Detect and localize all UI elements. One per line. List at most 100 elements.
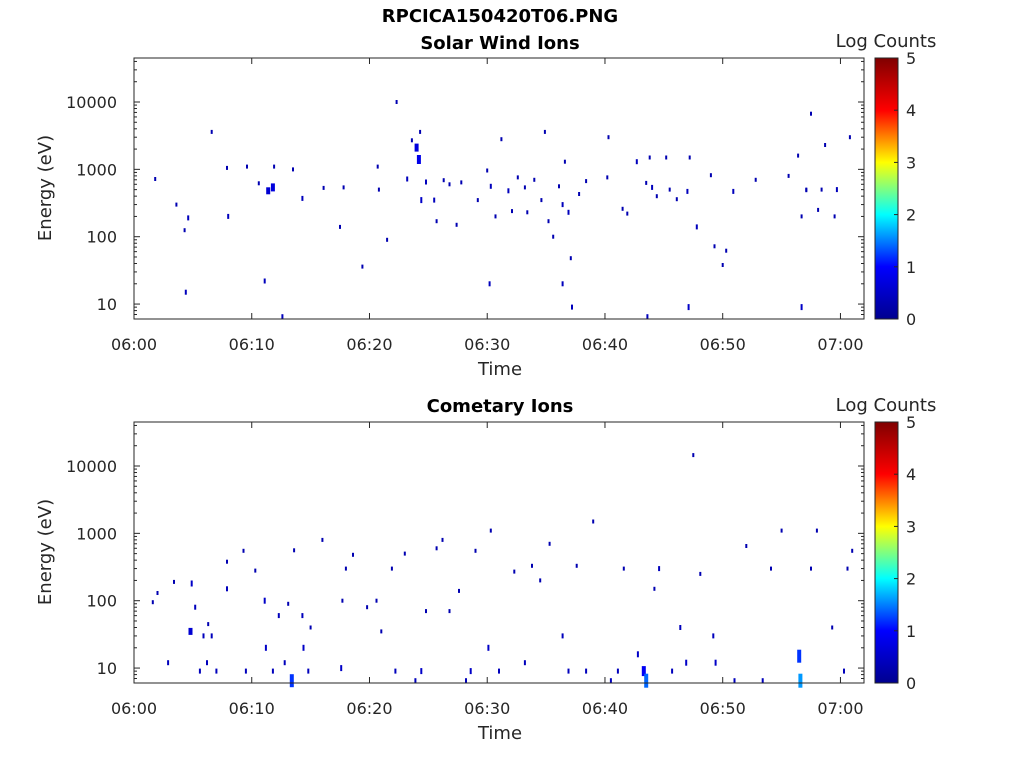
data-cell bbox=[375, 598, 378, 603]
data-cell bbox=[361, 264, 364, 269]
data-cell bbox=[567, 209, 570, 215]
data-cell bbox=[558, 184, 560, 189]
data-cell bbox=[761, 678, 764, 684]
data-cell bbox=[606, 175, 609, 180]
data-cell bbox=[709, 173, 712, 178]
data-cell bbox=[646, 314, 649, 320]
data-cell bbox=[787, 173, 790, 178]
data-cell bbox=[699, 571, 702, 576]
data-cell bbox=[695, 224, 698, 230]
data-cell bbox=[815, 528, 818, 533]
data-cell bbox=[686, 188, 689, 194]
data-cell bbox=[543, 129, 546, 134]
x-tick-label: 07:00 bbox=[817, 699, 863, 718]
data-cell bbox=[340, 665, 343, 672]
data-cell bbox=[548, 541, 551, 546]
colorbar bbox=[874, 421, 899, 684]
data-cell bbox=[644, 673, 649, 688]
y-axis-label-cometary: Energy (eV) bbox=[35, 499, 56, 605]
data-cell bbox=[575, 563, 578, 568]
data-cell bbox=[425, 609, 427, 614]
data-cell bbox=[692, 453, 695, 458]
y-tick-label: 100 bbox=[86, 228, 117, 247]
data-cell bbox=[539, 578, 542, 583]
data-cell bbox=[435, 546, 438, 551]
data-cell bbox=[797, 649, 802, 663]
panel-title-cometary: Cometary Ions bbox=[427, 396, 574, 417]
data-cell bbox=[668, 187, 671, 192]
data-cell bbox=[487, 644, 490, 651]
data-cell bbox=[655, 194, 658, 199]
data-cell bbox=[805, 187, 808, 192]
data-cell bbox=[227, 213, 230, 219]
data-cell bbox=[416, 155, 421, 164]
colorbar-label-cometary: Log Counts bbox=[836, 395, 937, 416]
data-cell bbox=[307, 668, 310, 674]
data-cell bbox=[341, 598, 344, 603]
data-cell bbox=[394, 668, 397, 674]
data-cell bbox=[420, 197, 423, 204]
data-cell bbox=[414, 143, 419, 152]
colorbar-tick-label: 1 bbox=[906, 622, 916, 641]
data-cell bbox=[183, 228, 186, 233]
data-cell bbox=[352, 552, 354, 557]
data-cell bbox=[207, 622, 210, 627]
data-cell bbox=[289, 674, 294, 688]
data-cell bbox=[651, 184, 654, 190]
data-cell bbox=[246, 164, 248, 169]
data-cell bbox=[489, 183, 492, 189]
data-cell bbox=[206, 660, 208, 666]
data-cell bbox=[567, 668, 570, 674]
data-cell bbox=[188, 627, 193, 635]
data-cell bbox=[641, 666, 646, 677]
data-cell bbox=[156, 591, 159, 595]
data-cell bbox=[403, 551, 406, 556]
data-cell bbox=[420, 668, 423, 675]
data-cell bbox=[745, 544, 748, 548]
data-cell bbox=[645, 180, 648, 185]
data-cell bbox=[344, 566, 347, 571]
data-cell bbox=[831, 625, 834, 630]
data-cell bbox=[658, 566, 661, 572]
colorbar-tick-label: 0 bbox=[906, 674, 916, 693]
data-cell bbox=[263, 278, 266, 284]
data-cell bbox=[442, 178, 445, 183]
data-cell bbox=[302, 644, 305, 651]
data-cell bbox=[395, 100, 398, 104]
data-cell bbox=[342, 185, 345, 190]
data-cell bbox=[713, 244, 716, 249]
data-cell bbox=[578, 192, 581, 196]
data-cell bbox=[433, 197, 436, 203]
data-cell bbox=[414, 678, 417, 684]
colorbar-tick-label: 5 bbox=[906, 413, 916, 432]
x-tick-label: 06:10 bbox=[229, 699, 275, 718]
colorbar-tick-label: 3 bbox=[906, 153, 916, 172]
x-axis-label-solar-wind: Time bbox=[477, 359, 522, 380]
data-cell bbox=[770, 566, 772, 571]
data-cell bbox=[592, 519, 595, 524]
data-cell bbox=[833, 214, 836, 219]
data-cell bbox=[210, 633, 213, 639]
colorbar-tick-label: 1 bbox=[906, 258, 916, 277]
data-cell bbox=[653, 586, 656, 591]
data-cell bbox=[194, 604, 197, 610]
data-cell bbox=[800, 304, 803, 311]
data-cell bbox=[226, 586, 228, 592]
plot-frame bbox=[133, 421, 865, 684]
data-cell bbox=[835, 187, 838, 193]
data-cell bbox=[486, 168, 489, 173]
y-axis-label-solar-wind: Energy (eV) bbox=[35, 135, 56, 241]
data-cell bbox=[636, 651, 639, 658]
plot-area bbox=[134, 58, 864, 319]
data-cell bbox=[523, 660, 526, 666]
data-cell bbox=[242, 548, 245, 553]
x-tick-label: 06:40 bbox=[582, 699, 628, 718]
data-cell bbox=[621, 206, 624, 211]
data-cell bbox=[516, 175, 519, 180]
data-cell bbox=[488, 281, 491, 287]
colorbar-tick-label: 2 bbox=[906, 206, 916, 225]
data-cell bbox=[810, 111, 812, 116]
colorbar-label-solar-wind: Log Counts bbox=[836, 31, 937, 52]
data-cell bbox=[151, 600, 154, 605]
data-cell bbox=[448, 609, 451, 614]
